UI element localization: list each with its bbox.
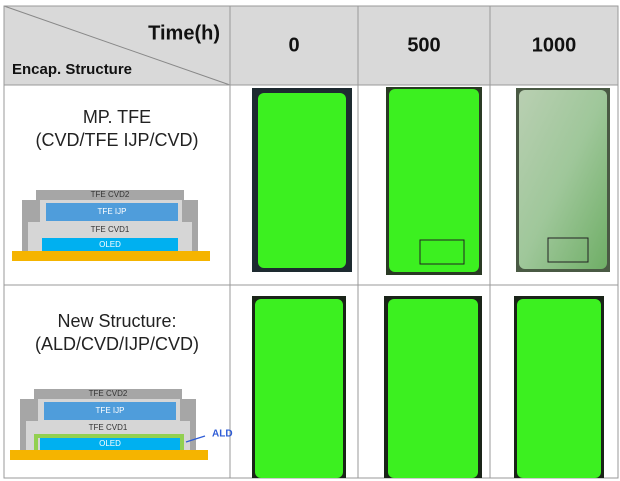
row-title: MP. TFE <box>83 107 151 127</box>
layer-label: OLED <box>99 240 121 249</box>
panel-photo <box>516 88 610 272</box>
callout-label: ALD <box>212 429 233 440</box>
row-title: New Structure: <box>57 311 176 331</box>
time-label: Time(h) <box>148 22 220 44</box>
stack-diagram: TFE CVD2 TFE IJP TFE CVD1 OLED <box>12 190 210 261</box>
layer-label: TFE CVD1 <box>91 225 130 234</box>
layer-label: TFE CVD2 <box>89 389 128 398</box>
table-figure: Time(h) Encap. Structure 0 500 1000 MP. … <box>0 0 620 481</box>
row-subtitle: (CVD/TFE IJP/CVD) <box>35 130 198 150</box>
column-header: 1000 <box>532 34 577 56</box>
row-subtitle: (ALD/CVD/IJP/CVD) <box>35 334 199 354</box>
panel-photo <box>386 87 482 275</box>
panel-photo <box>252 296 346 478</box>
panel-photo <box>514 296 604 478</box>
layer-label: TFE CVD2 <box>91 190 130 199</box>
panel-photo <box>384 296 482 478</box>
panel-photo <box>252 88 352 272</box>
column-header: 0 <box>288 34 299 56</box>
column-header: 500 <box>407 34 440 56</box>
stack-diagram: TFE CVD2 TFE IJP TFE CVD1 OLED ALD <box>10 389 233 460</box>
layer-label: TFE IJP <box>96 406 125 415</box>
structure-label: Encap. Structure <box>12 61 132 78</box>
layer-label: TFE CVD1 <box>89 423 128 432</box>
layer-label: TFE IJP <box>98 207 127 216</box>
layer-label: OLED <box>99 439 121 448</box>
